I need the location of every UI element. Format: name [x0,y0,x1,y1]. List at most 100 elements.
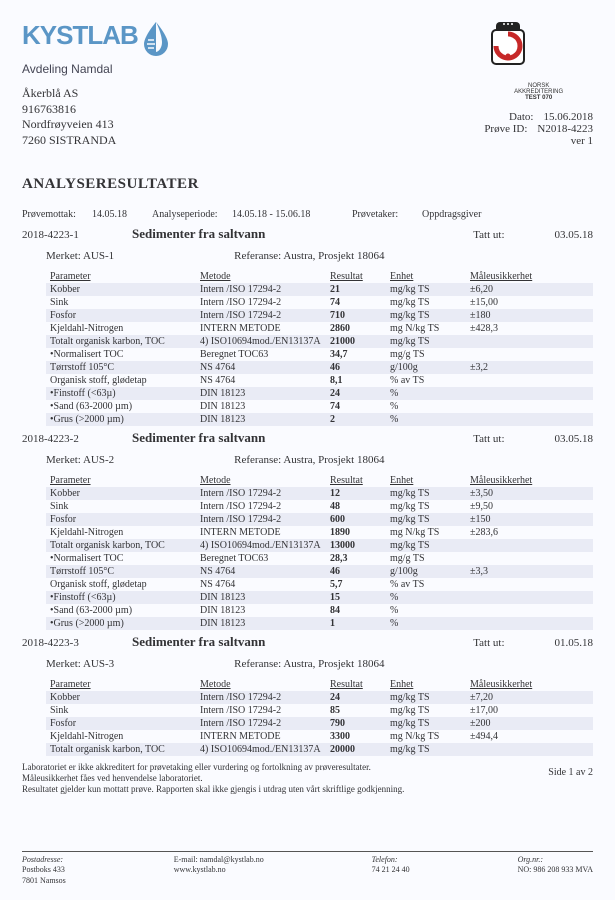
prove-label: Prøve ID: [484,123,527,135]
addr-name: Åkerblå AS [22,86,170,102]
table-row: •Sand (63-2000 µm) DIN 18123 84 % [46,604,593,617]
cell-param: Totalt organisk karbon, TOC [46,539,196,552]
department: Avdeling Namdal [22,62,170,76]
ver: ver 1 [484,135,593,147]
post2: 7801 Namsos [22,876,66,885]
cell-resultat: 600 [326,513,386,526]
cell-usikkerhet: ±180 [466,309,593,322]
cell-metode: INTERN METODE [196,322,326,335]
logo: KYSTLAB [22,20,170,56]
col-resultat: Resultat [326,678,386,691]
table-row: Totalt organisk karbon, TOC 4) ISO10694m… [46,539,593,552]
cell-resultat: 46 [326,565,386,578]
table-row: •Sand (63-2000 µm) DIN 18123 74 % [46,400,593,413]
table-row: Fosfor Intern /ISO 17294-2 710 mg/kg TS … [46,309,593,322]
table-row: Sink Intern /ISO 17294-2 85 mg/kg TS ±17… [46,704,593,717]
page-title: ANALYSERESULTATER [22,176,593,193]
col-param: Parameter [46,474,196,487]
cell-resultat: 24 [326,691,386,704]
m2l: Analyseperiode: [152,209,232,220]
cell-usikkerhet [466,604,593,617]
cell-usikkerhet [466,552,593,565]
tatt-label: Tatt ut: [473,637,504,649]
cell-param: Fosfor [46,513,196,526]
table-row: Kobber Intern /ISO 17294-2 21 mg/kg TS ±… [46,283,593,296]
cell-metode: DIN 18123 [196,413,326,426]
cell-metode: DIN 18123 [196,617,326,630]
table-row: Totalt organisk karbon, TOC 4) ISO10694m… [46,335,593,348]
results-table: Parameter Metode Resultat Enhet Måleusik… [46,678,593,756]
cell-resultat: 20000 [326,743,386,756]
cell-enhet: mg/kg TS [386,283,466,296]
logo-text: KYSTLAB [22,20,138,51]
cell-metode: NS 4764 [196,578,326,591]
cell-enhet: mg N/kg TS [386,730,466,743]
cell-enhet: mg/kg TS [386,704,466,717]
cell-enhet: mg/kg TS [386,500,466,513]
cell-enhet: mg/kg TS [386,513,466,526]
logo-drop-icon [142,20,170,56]
section-header: 2018-4223-2 Sedimenter fra saltvann Tatt… [22,430,593,446]
cell-metode: Intern /ISO 17294-2 [196,500,326,513]
cell-param: Fosfor [46,309,196,322]
section-title: Sedimenter fra saltvann [132,634,265,650]
section-title: Sedimenter fra saltvann [132,430,265,446]
cell-resultat: 12 [326,487,386,500]
cell-param: Tørrstoff 105°C [46,361,196,374]
cell-usikkerhet [466,400,593,413]
section-header: 2018-4223-1 Sedimenter fra saltvann Tatt… [22,226,593,242]
cell-usikkerhet: ±150 [466,513,593,526]
cell-usikkerhet: ±283,6 [466,526,593,539]
col-metode: Metode [196,270,326,283]
cell-resultat: 1 [326,617,386,630]
col-resultat: Resultat [326,270,386,283]
reference: Referanse: Austra, Prosjekt 18064 [234,454,384,466]
cell-param: Sink [46,500,196,513]
cell-usikkerhet [466,387,593,400]
cell-enhet: % [386,387,466,400]
table-row: •Normalisert TOC Beregnet TOC63 28,3 mg/… [46,552,593,565]
col-enhet: Enhet [386,474,466,487]
cell-metode: Intern /ISO 17294-2 [196,309,326,322]
meta-line: Prøvemottak: 14.05.18 Analyseperiode: 14… [22,209,593,220]
cell-resultat: 34,7 [326,348,386,361]
cell-resultat: 13000 [326,539,386,552]
cell-resultat: 1890 [326,526,386,539]
cell-usikkerhet [466,335,593,348]
cell-param: Sink [46,296,196,309]
accreditation-block: NORSK AKKREDITERING TEST 070 Dato:15.06.… [484,20,593,147]
email-label: E-mail: [174,855,198,864]
addr-org: 916763816 [22,102,170,118]
table-row: •Grus (>2000 µm) DIN 18123 1 % [46,617,593,630]
cell-enhet: mg N/kg TS [386,322,466,335]
addr-city: 7260 SISTRANDA [22,133,170,149]
results-table: Parameter Metode Resultat Enhet Måleusik… [46,270,593,426]
cell-usikkerhet [466,413,593,426]
cell-enhet: % [386,591,466,604]
addr-street: Nordfrøyveien 413 [22,117,170,133]
cell-param: Kobber [46,283,196,296]
cell-metode: Intern /ISO 17294-2 [196,513,326,526]
cell-enhet: g/100g [386,361,466,374]
table-row: Tørrstoff 105°C NS 4764 46 g/100g ±3,2 [46,361,593,374]
cell-enhet: mg/kg TS [386,296,466,309]
cell-param: Organisk stoff, glødetap [46,374,196,387]
cell-param: •Finstoff (<63µ) [46,387,196,400]
table-row: Tørrstoff 105°C NS 4764 46 g/100g ±3,3 [46,565,593,578]
cell-resultat: 2860 [326,322,386,335]
cell-resultat: 84 [326,604,386,617]
cell-resultat: 2 [326,413,386,426]
tatt-value: 01.05.18 [555,637,594,649]
cell-usikkerhet [466,348,593,361]
cell-resultat: 74 [326,400,386,413]
cell-usikkerhet [466,539,593,552]
cell-metode: Intern /ISO 17294-2 [196,717,326,730]
cell-metode: Intern /ISO 17294-2 [196,691,326,704]
cell-resultat: 85 [326,704,386,717]
table-row: Organisk stoff, glødetap NS 4764 8,1 % a… [46,374,593,387]
cell-usikkerhet: ±3,2 [466,361,593,374]
tatt-value: 03.05.18 [555,433,594,445]
table-row: •Normalisert TOC Beregnet TOC63 34,7 mg/… [46,348,593,361]
col-enhet: Enhet [386,678,466,691]
cell-param: Kobber [46,691,196,704]
